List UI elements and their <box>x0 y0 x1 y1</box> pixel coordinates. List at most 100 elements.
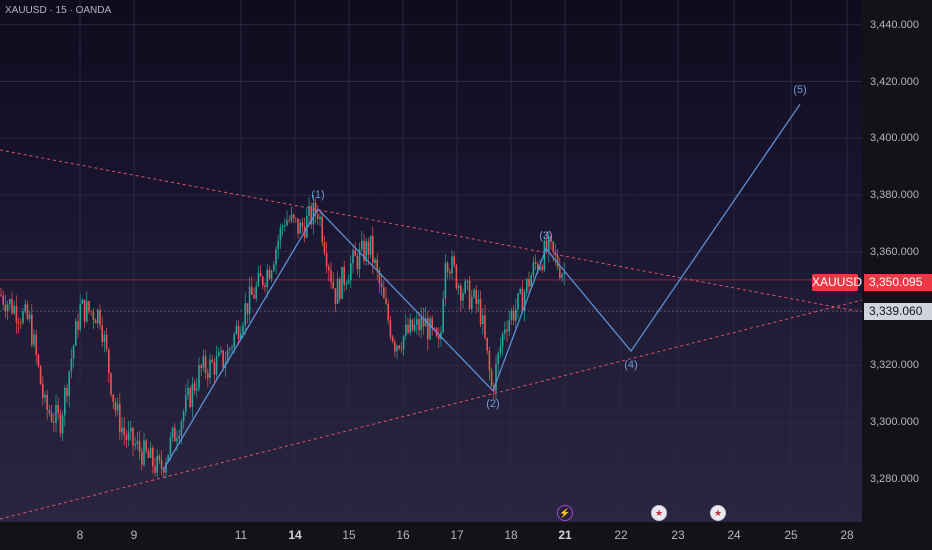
candle <box>429 315 431 341</box>
wave-label-3[interactable]: (3) <box>539 229 553 242</box>
candle <box>369 235 372 259</box>
current-price-tag: 3,350.095 <box>864 274 932 291</box>
candle <box>295 216 297 224</box>
candle <box>77 313 79 338</box>
candle <box>288 215 290 224</box>
candle <box>237 320 240 345</box>
chart-area[interactable]: XAUUSD · 15 · OANDA (1) (2) (3) (4) (5) ⚡ ★ ★ … <box>0 0 862 522</box>
candle <box>105 327 108 353</box>
candle <box>275 245 277 274</box>
candle <box>178 429 180 442</box>
wave-label-4[interactable]: (4) <box>624 359 638 372</box>
candle <box>482 308 484 336</box>
candle <box>112 394 114 409</box>
candle <box>462 288 464 309</box>
level-price-tag: 3,339.060 <box>864 303 932 320</box>
candle <box>108 348 110 384</box>
candle <box>136 431 139 450</box>
candle <box>321 211 323 247</box>
candle <box>413 317 416 333</box>
candle <box>402 334 405 357</box>
candle <box>46 389 48 420</box>
candle <box>24 299 26 314</box>
candle <box>174 423 176 442</box>
candle <box>409 313 411 336</box>
lower-trendline <box>0 299 862 520</box>
candle <box>297 218 299 239</box>
candle <box>354 242 356 257</box>
lightning-icon[interactable]: ⚡ <box>557 505 573 521</box>
candle <box>11 291 13 315</box>
candle <box>134 436 136 450</box>
candle <box>92 308 95 329</box>
candle <box>424 306 427 327</box>
candle <box>4 294 7 319</box>
price-axis-label: 3,360.000 <box>870 245 919 258</box>
candle <box>519 286 521 295</box>
candle <box>323 235 326 256</box>
candle <box>455 263 458 291</box>
candle <box>479 290 482 328</box>
candle <box>506 320 508 342</box>
candle <box>356 252 359 275</box>
candle <box>193 379 196 395</box>
time-axis-label: 14 <box>288 528 302 542</box>
candle <box>0 287 2 297</box>
candle <box>202 349 205 372</box>
candle <box>94 318 97 324</box>
price-axis-label: 3,300.000 <box>870 416 919 428</box>
candle <box>123 416 125 446</box>
candle <box>121 417 123 440</box>
candle <box>44 391 46 403</box>
candle <box>512 305 515 326</box>
wave-label-5[interactable]: (5) <box>793 84 807 97</box>
candle <box>290 206 293 224</box>
candle <box>33 329 35 348</box>
candle <box>90 310 92 317</box>
candle <box>314 198 317 224</box>
candle <box>119 393 121 440</box>
candle <box>477 290 480 312</box>
candle <box>350 255 352 289</box>
candle <box>358 242 361 278</box>
price-axis[interactable]: 3,440.000 3,420.000 3,400.000 3,380.000 3,36… <box>862 0 932 522</box>
candle <box>510 307 513 325</box>
candle <box>308 196 310 227</box>
candle <box>103 331 106 353</box>
candle <box>442 290 444 334</box>
candle <box>385 286 387 306</box>
wave-label-1[interactable]: (1) <box>311 189 325 202</box>
candle <box>185 384 187 417</box>
candle <box>138 430 141 460</box>
candle <box>378 266 381 293</box>
time-axis-label: 25 <box>784 528 798 542</box>
time-axis[interactable]: 8 9 11 14 15 16 17 18 21 22 23 24 25 28 <box>0 522 862 550</box>
candle <box>6 300 9 321</box>
wave-label-2[interactable]: (2) <box>486 397 500 410</box>
time-axis-label: 28 <box>840 528 854 542</box>
us-flag-icon[interactable]: ★ <box>651 505 667 521</box>
candle <box>490 367 493 388</box>
price-chart[interactable] <box>0 0 862 522</box>
candle <box>431 315 433 336</box>
symbol-title[interactable]: XAUUSD · 15 · OANDA <box>5 5 112 16</box>
time-axis-label: 9 <box>130 528 138 542</box>
time-axis-label: 22 <box>614 528 628 542</box>
candle <box>70 348 73 379</box>
us-flag-icon[interactable]: ★ <box>710 505 726 521</box>
candle <box>361 230 363 252</box>
candle <box>471 289 473 314</box>
candle <box>365 237 367 266</box>
candle <box>20 317 22 330</box>
candle <box>541 263 543 274</box>
time-axis-label: 21 <box>558 528 572 542</box>
candle <box>407 317 409 335</box>
candle <box>143 432 145 467</box>
candle <box>141 447 143 471</box>
candle <box>341 266 343 300</box>
candle <box>394 338 396 357</box>
candle <box>501 331 504 357</box>
candle <box>319 212 321 226</box>
candle <box>545 232 548 255</box>
candle <box>152 445 154 474</box>
